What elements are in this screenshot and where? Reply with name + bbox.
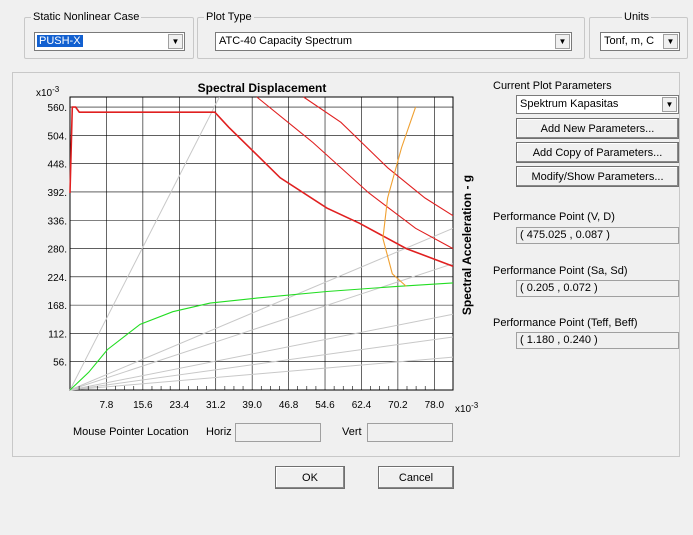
plot-type-dropdown[interactable]: ATC-40 Capacity Spectrum ▼ [215,32,572,51]
add-new-parameters-button[interactable]: Add New Parameters... [516,118,679,139]
vert-label: Vert [342,426,362,438]
plot-panel [12,72,680,457]
performance-point-vd-label: Performance Point (V, D) [493,211,615,223]
plot-parameters-dropdown[interactable]: Spektrum Kapasitas ▼ [516,95,679,114]
current-plot-parameters-label: Current Plot Parameters [493,80,612,92]
chevron-down-icon[interactable]: ▼ [662,97,677,112]
plot-type-group: Plot Type ATC-40 Capacity Spectrum ▼ [197,11,585,59]
horiz-label: Horiz [206,426,232,438]
plot-parameters-value: Spektrum Kapasitas [520,98,619,110]
units-value: Tonf, m, C [604,35,655,47]
plot-type-label: Plot Type [204,11,254,24]
static-nonlinear-case-dropdown[interactable]: PUSH-X ▼ [34,32,185,51]
performance-point-sasd-label: Performance Point (Sa, Sd) [493,265,628,277]
vert-field [367,423,453,442]
performance-point-teff-value: ( 1.180 , 0.240 ) [516,332,679,349]
chevron-down-icon[interactable]: ▼ [555,34,570,49]
cancel-button[interactable]: Cancel [378,466,454,489]
modify-show-parameters-button[interactable]: Modify/Show Parameters... [516,166,679,187]
case-value: PUSH-X [37,35,83,47]
performance-point-sasd-value: ( 0.205 , 0.072 ) [516,280,679,297]
units-group: Units Tonf, m, C ▼ [589,11,688,59]
units-label: Units [622,11,652,24]
plot-type-value: ATC-40 Capacity Spectrum [219,35,353,47]
chevron-down-icon[interactable]: ▼ [168,34,183,49]
ok-button[interactable]: OK [275,466,345,489]
units-dropdown[interactable]: Tonf, m, C ▼ [600,32,680,51]
static-nonlinear-case-group: Static Nonlinear Case PUSH-X ▼ [24,11,194,59]
static-nonlinear-case-label: Static Nonlinear Case [31,11,142,24]
chevron-down-icon[interactable]: ▼ [663,34,678,49]
add-copy-of-parameters-button[interactable]: Add Copy of Parameters... [516,142,679,163]
performance-point-vd-value: ( 475.025 , 0.087 ) [516,227,679,244]
performance-point-teff-label: Performance Point (Teff, Beff) [493,317,638,329]
mouse-pointer-location-label: Mouse Pointer Location [73,426,189,438]
horiz-field [235,423,321,442]
